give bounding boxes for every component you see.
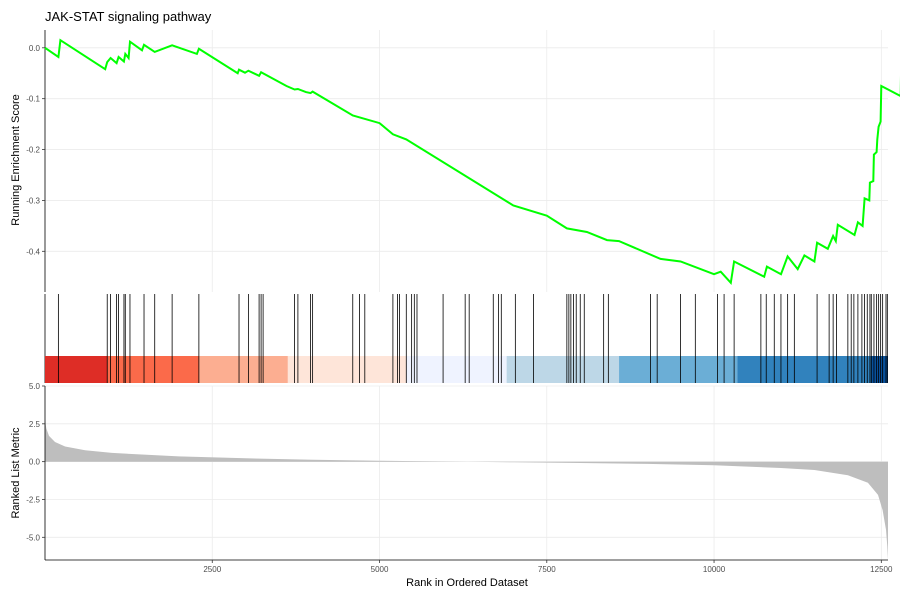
ranked-metric-area [45, 419, 888, 560]
x-tick-label-1: 5000 [371, 565, 389, 574]
running-score-y-tick-label-1: -0.1 [26, 95, 40, 104]
x-tick-label-2: 7500 [538, 565, 556, 574]
running-score-y-tick-label-0: 0.0 [29, 44, 41, 53]
rank-band-4 [406, 356, 507, 383]
running-score-y-label: Running Enrichment Score [10, 94, 22, 225]
rank-band-1 [107, 356, 199, 383]
rank-band-6 [619, 356, 738, 383]
ranked-metric-y-tick-label-0: 5.0 [29, 382, 41, 391]
x-axis-ticks: 2500 5000 7500 10000 12500 [203, 560, 893, 574]
rank-band-0 [45, 356, 108, 383]
gene-hits-panel [44, 294, 888, 383]
running-score-y-ticks: 0.0 -0.1 -0.2 -0.3 -0.4 [26, 44, 45, 256]
x-tick-label-4: 12500 [870, 565, 893, 574]
ranked-metric-y-ticks: 5.0 2.5 0.0 -2.5 -5.0 [26, 382, 45, 542]
rank-band-5 [506, 356, 620, 383]
ranked-metric-y-tick-label-1: 2.5 [29, 420, 41, 429]
ranked-metric-grid [45, 385, 888, 560]
running-score-y-tick-label-3: -0.3 [26, 196, 40, 205]
x-tick-label-3: 10000 [703, 565, 726, 574]
ranked-metric-y-tick-label-4: -5.0 [26, 533, 40, 542]
running-score-y-tick-label-4: -0.4 [26, 247, 40, 256]
rank-band-8 [871, 356, 888, 383]
ranked-metric-y-tick-label-3: -2.5 [26, 495, 40, 504]
rank-band-7 [737, 356, 872, 383]
ranked-metric-y-tick-label-2: 0.0 [29, 458, 41, 467]
running-score-grid [45, 30, 888, 292]
ranked-metric-panel: 5.0 2.5 0.0 -2.5 -5.0 2500 5000 7500 10000 12500… [10, 382, 893, 589]
running-score-y-tick-label-2: -0.2 [26, 146, 40, 155]
running-score-panel: 0.0 -0.1 -0.2 -0.3 -0.4 Running Enrichment S… [10, 30, 900, 292]
rank-band-3 [287, 356, 407, 383]
rank-color-bands [45, 356, 888, 383]
x-axis-label: Rank in Ordered Dataset [406, 577, 528, 589]
gene-hit-marks [57, 294, 888, 383]
x-tick-label-0: 2500 [203, 565, 221, 574]
running-score-line [44, 38, 900, 286]
ranked-metric-y-label: Ranked List Metric [10, 427, 22, 519]
rank-band-2 [198, 356, 288, 383]
chart-title: JAK-STAT signaling pathway [45, 9, 212, 24]
